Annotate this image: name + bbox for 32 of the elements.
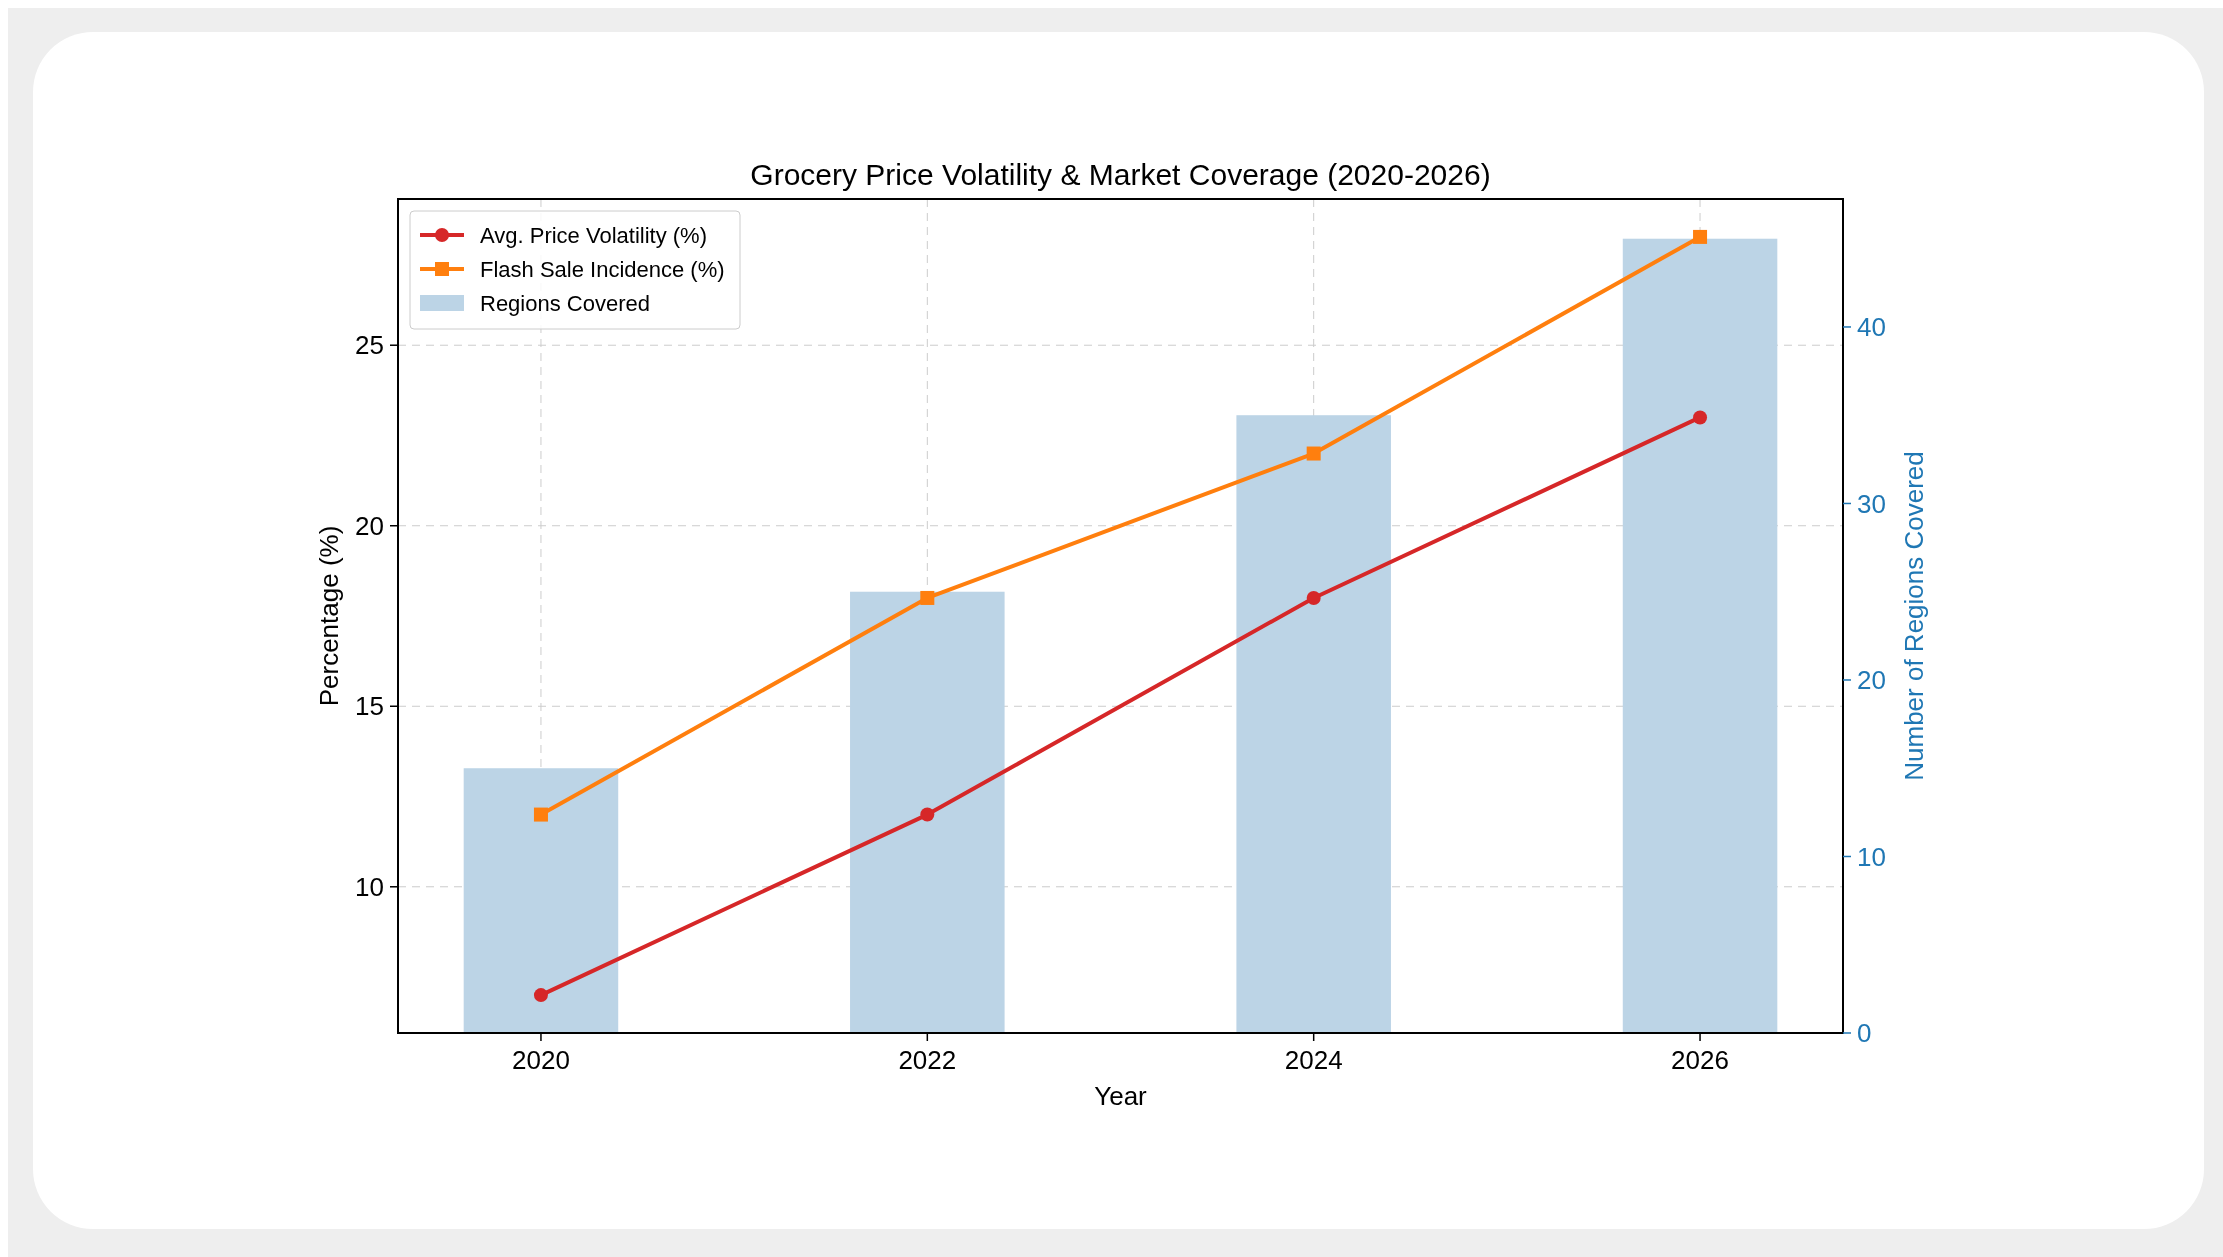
bar xyxy=(463,768,619,1033)
x-tick-label: 2026 xyxy=(1671,1045,1729,1075)
y2-tick-label: 40 xyxy=(1857,312,1886,343)
point xyxy=(1306,590,1321,605)
y2-tick-label: 20 xyxy=(1857,665,1886,696)
x-tick-label: 2022 xyxy=(898,1045,957,1075)
legend-label: Flash Sale Incidence (%) xyxy=(480,256,725,282)
y2-axis-title: Number of Regions Covered xyxy=(1899,451,1929,781)
y2-tick-label: 30 xyxy=(1857,488,1886,519)
y-tick-label: 15 xyxy=(355,691,384,722)
point xyxy=(920,590,935,605)
chart-title: Grocery Price Volatility & Market Coverage (2020-2026) xyxy=(750,158,1491,191)
legend-label: Avg. Price Volatility (%) xyxy=(480,222,708,248)
bar xyxy=(1622,238,1778,1033)
y-axis-title: Percentage (%) xyxy=(314,525,344,707)
point xyxy=(1693,229,1708,244)
x-tick-label: 2024 xyxy=(1284,1045,1343,1075)
legend-label: Regions Covered xyxy=(480,290,650,316)
point xyxy=(533,807,548,822)
point xyxy=(1306,446,1321,461)
y-tick-label: 10 xyxy=(355,871,384,902)
point xyxy=(533,988,548,1003)
x-tick-label: 2020 xyxy=(512,1045,570,1075)
point xyxy=(1693,410,1708,425)
bar xyxy=(850,591,1005,1033)
y-tick-label: 25 xyxy=(355,330,384,361)
x-axis-title: Year xyxy=(1094,1081,1148,1111)
y-tick-label: 20 xyxy=(355,510,384,541)
y2-tick-label: 10 xyxy=(1857,841,1886,872)
y2-tick-label: 0 xyxy=(1857,1018,1872,1049)
bar xyxy=(1236,415,1391,1033)
point xyxy=(920,807,935,822)
